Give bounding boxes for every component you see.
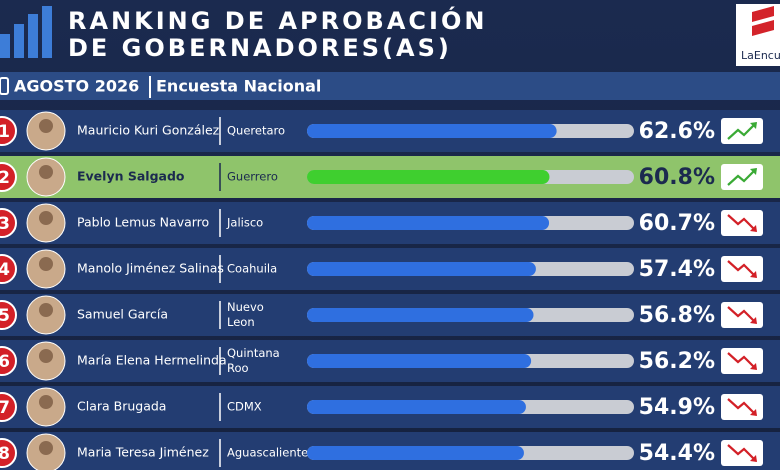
bar: [307, 354, 532, 368]
state: Aguascalientes: [227, 446, 314, 460]
subtitle-bar: [0, 72, 780, 100]
trend-box: [721, 394, 763, 420]
rank-badge: [0, 116, 17, 146]
bar: [307, 262, 536, 276]
trend-icon: [727, 306, 757, 324]
trend-box: [721, 256, 763, 282]
value-label: 56.8%: [639, 303, 715, 328]
trend-arrowhead: [750, 168, 757, 175]
logo-bars: [0, 6, 52, 58]
bar: [307, 216, 550, 230]
state: CDMX: [227, 400, 262, 414]
rank-badge: [0, 346, 17, 376]
trend-arrowhead: [750, 271, 757, 278]
rank: 5: [0, 306, 10, 326]
photo-head: [39, 211, 53, 225]
trend-box: [721, 302, 763, 328]
trend-box: [721, 118, 763, 144]
rank-badge: [0, 254, 17, 284]
rank-badge: [0, 438, 17, 468]
title-line: RANKING DE APROBACIÓN: [68, 5, 487, 35]
name: Maria Teresa Jiménez: [77, 445, 209, 460]
bar: [307, 124, 557, 138]
state: Leon: [227, 315, 255, 329]
title-line: DE GOBERNADORES(AS): [68, 34, 452, 62]
photo-head: [39, 395, 53, 409]
trend-box: [721, 210, 763, 236]
rank-badge: [0, 392, 17, 422]
bar: [307, 446, 524, 460]
state: Guerrero: [227, 170, 278, 184]
trend-icon: [727, 260, 757, 278]
rank: 6: [0, 352, 10, 372]
value-label: 60.7%: [639, 211, 715, 236]
value-label: 62.6%: [639, 119, 715, 144]
trend-arrowhead: [750, 317, 757, 324]
trend-icon: [727, 398, 757, 416]
state: Roo: [227, 361, 249, 375]
name: Samuel García: [77, 307, 168, 322]
rank: 8: [0, 444, 10, 464]
trend-icon: [727, 444, 757, 462]
value-label: 54.4%: [639, 441, 715, 466]
rank: 7: [0, 398, 10, 418]
state: Coahuila: [227, 262, 277, 276]
trend-arrowhead: [750, 122, 757, 129]
state: Quintana: [227, 346, 280, 360]
name: Pablo Lemus Navarro: [77, 215, 209, 230]
subtitle: Encuesta Nacional: [156, 77, 321, 96]
date: AGOSTO 2026: [14, 77, 139, 96]
name: María Elena Hermelinda: [77, 353, 227, 368]
trend-icon: [727, 122, 757, 140]
state: Jalisco: [226, 216, 263, 230]
calendar-icon: [0, 77, 9, 95]
name: Manolo Jiménez Salinas: [77, 261, 224, 276]
value-label: 60.8%: [639, 165, 715, 190]
value-label: 56.2%: [639, 349, 715, 374]
trend-arrowhead: [750, 409, 757, 416]
rank-badge: [0, 162, 17, 192]
trend-icon: [727, 352, 757, 370]
trend-icon: [727, 214, 757, 232]
rank-badge: [0, 208, 17, 238]
bar: [307, 170, 550, 184]
state: Nuevo: [227, 300, 264, 314]
name: Clara Brugada: [77, 399, 166, 414]
value-label: 57.4%: [639, 257, 715, 282]
value-label: 54.9%: [639, 395, 715, 420]
trend-icon: [727, 168, 757, 186]
photo-head: [39, 165, 53, 179]
rank: 2: [0, 168, 10, 188]
rank: 1: [0, 122, 10, 142]
logo-mark: [752, 6, 774, 36]
photo-head: [39, 441, 53, 455]
name: Evelyn Salgado: [77, 169, 185, 184]
trend-box: [721, 348, 763, 374]
photo-head: [39, 119, 53, 133]
trend-arrowhead: [750, 455, 757, 462]
state: Queretaro: [227, 124, 285, 138]
bar: [307, 308, 534, 322]
rank-badge: [0, 300, 17, 330]
trend-box: [721, 164, 763, 190]
bar: [307, 400, 526, 414]
rank: 4: [0, 260, 10, 280]
trend-box: [721, 440, 763, 466]
logo-text: LaEncu: [741, 49, 780, 62]
photo-head: [39, 303, 53, 317]
trend-arrowhead: [750, 363, 757, 370]
photo-head: [39, 257, 53, 271]
photo-head: [39, 349, 53, 363]
rank: 3: [0, 214, 10, 234]
name: Mauricio Kuri González: [77, 123, 220, 138]
trend-arrowhead: [750, 225, 757, 232]
